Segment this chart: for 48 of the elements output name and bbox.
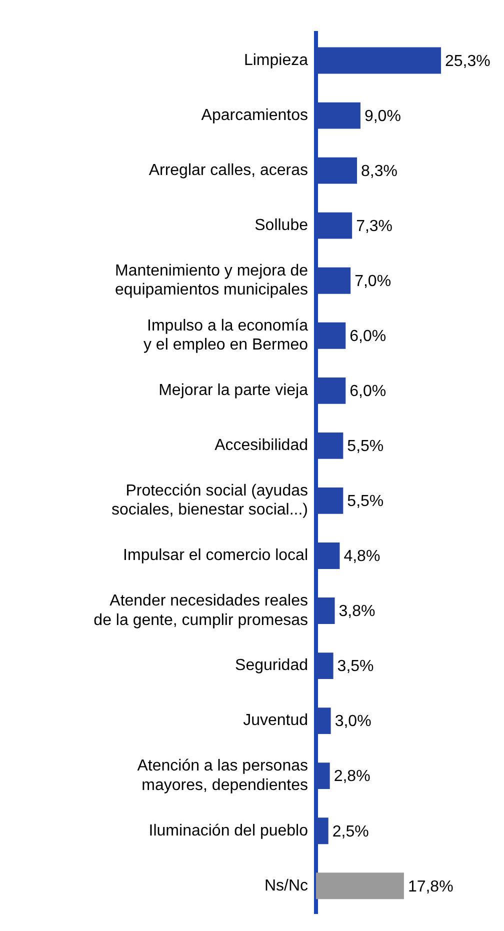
bar (316, 488, 344, 514)
y-tick-label: Juventud (243, 712, 308, 730)
y-tick-label: Iluminación del pueblo (148, 822, 308, 840)
bar (316, 157, 358, 184)
data-label: 3,5% (337, 658, 374, 676)
y-tick-label: Arreglar calles, aceras (148, 162, 308, 179)
data-label: 5,5% (347, 493, 384, 510)
data-label: 3,8% (338, 603, 376, 620)
bar (316, 212, 352, 239)
y-tick-label: Atención a las personas mayores, dependientes (137, 758, 308, 794)
y-tick-label: Accesibilidad (214, 437, 308, 454)
data-label: 4,8% (344, 548, 380, 566)
bar (316, 322, 346, 349)
data-label: 8,3% (361, 162, 398, 180)
data-label: 7,3% (356, 218, 393, 235)
data-label: 2,5% (332, 823, 369, 840)
bar (316, 652, 334, 679)
data-label: 7,0% (354, 273, 392, 290)
bar (316, 102, 360, 129)
bar (316, 267, 351, 294)
y-tick-label: Mantenimiento y mejora de equipamientos municipales (115, 262, 308, 299)
data-label: 3,0% (334, 713, 372, 730)
bar (316, 598, 335, 624)
y-tick-label: Mejorar la parte vieja (158, 382, 308, 400)
bar (316, 762, 330, 790)
bar (316, 377, 346, 404)
bar (316, 47, 441, 74)
y-tick-label: Limpieza (244, 52, 308, 69)
bar (316, 872, 404, 900)
data-label: 17,8% (408, 878, 454, 896)
bar (316, 818, 328, 844)
y-tick-label: Seguridad (235, 657, 308, 674)
data-label: 6,0% (350, 328, 386, 346)
data-label: 25,3% (445, 52, 490, 70)
bar (316, 542, 340, 569)
bar (316, 432, 344, 459)
data-label: 5,5% (347, 438, 384, 456)
y-tick-label: Impulso a la economía y el empleo en Bermeo (143, 317, 308, 354)
y-tick-label: Protección social (ayudas sociales, bienestar social...) (111, 482, 308, 519)
y-tick-label: Ns/Nc (264, 877, 308, 894)
data-label: 2,8% (334, 768, 370, 786)
data-label: 9,0% (364, 108, 401, 125)
data-label: 6,0% (350, 383, 386, 400)
y-tick-label: Impulsar el comercio local (123, 547, 308, 564)
y-tick-label: Sollube (254, 216, 308, 234)
bar (316, 708, 331, 734)
y-tick-label: Atender necesidades reales de la gente, cumplir promesas (94, 592, 308, 629)
y-tick-label: Aparcamientos (201, 106, 308, 124)
